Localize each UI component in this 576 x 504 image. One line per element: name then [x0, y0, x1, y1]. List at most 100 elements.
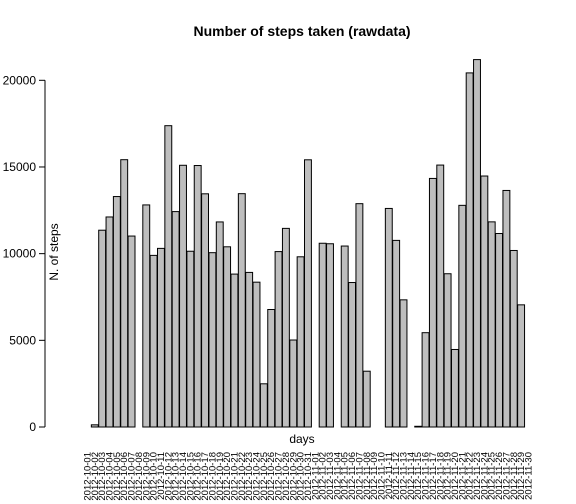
chart-title: Number of steps taken (rawdata): [193, 23, 410, 39]
bar-2012-11-27: [502, 189, 511, 428]
bar-2012-10-17: [201, 193, 210, 428]
x-tick-label: 2012-11-21: [457, 452, 468, 500]
x-tick-label: 2012-10-29: [288, 452, 299, 501]
bar-2012-10-31: [304, 159, 312, 428]
bar-2012-10-13: [171, 211, 180, 428]
x-tick-label: 2012-11-12: [391, 452, 402, 500]
x-axis: 2012-10-012012-10-022012-10-032012-10-04…: [82, 452, 534, 501]
x-tick-label: 2012-11-08: [362, 452, 373, 500]
x-tick-label: 2012-10-25: [259, 452, 270, 501]
x-tick-label: 2012-10-03: [97, 452, 108, 501]
y-axis-label: N. of steps: [47, 223, 61, 280]
bar-2012-10-02: [90, 424, 99, 428]
bar-2012-11-25: [487, 221, 496, 428]
bar-2012-10-25: [259, 383, 268, 428]
bar-2012-10-04: [105, 216, 114, 428]
x-tick-label: 2012-10-01: [82, 452, 93, 501]
bar-2012-11-22: [465, 72, 474, 428]
x-tick-label: 2012-11-23: [472, 452, 483, 500]
bar-2012-10-11: [157, 247, 165, 428]
bar-2012-11-11: [384, 207, 393, 428]
bar-2012-11-29: [517, 304, 526, 428]
x-tick-label: 2012-10-10: [149, 452, 160, 501]
x-tick-label: 2012-10-06: [119, 452, 130, 501]
x-tick-label: 2012-10-26: [266, 452, 277, 501]
bar-2012-11-12: [392, 239, 401, 428]
x-tick-label: 2012-10-22: [237, 452, 248, 501]
x-tick-label: 2012-10-28: [281, 452, 292, 501]
bar-2012-10-27: [274, 251, 283, 428]
bar-2012-10-21: [230, 273, 239, 428]
x-tick-label: 2012-11-27: [501, 452, 512, 500]
x-tick-label: 2012-10-13: [171, 452, 182, 501]
x-tick-label: 2012-11-09: [369, 452, 380, 500]
x-tick-label: 2012-11-04: [332, 452, 343, 500]
bar-2012-10-19: [215, 221, 224, 428]
bar-2012-10-30: [296, 256, 305, 428]
bar-2012-10-03: [98, 229, 107, 428]
y-tick-label: 10000: [3, 247, 37, 261]
bar-2012-11-08: [362, 370, 371, 428]
bar-2012-11-19: [443, 273, 452, 428]
y-tick-label: 15000: [3, 160, 37, 174]
x-tick-label: 2012-10-12: [163, 452, 174, 501]
x-tick-label: 2012-10-11: [156, 452, 167, 500]
x-tick-label: 2012-10-16: [193, 452, 204, 501]
bar-2012-11-23: [473, 59, 481, 428]
x-tick-label: 2012-11-25: [487, 452, 498, 500]
x-tick-label: 2012-10-18: [207, 452, 218, 501]
bar-2012-10-07: [127, 235, 136, 428]
x-tick-label: 2012-11-18: [435, 452, 446, 500]
bar-2012-11-15: [414, 425, 423, 428]
x-tick-label: 2012-11-24: [479, 452, 490, 500]
x-tick-label: 2012-11-02: [318, 452, 329, 500]
x-tick-label: 2012-10-17: [200, 452, 211, 501]
bar-2012-10-28: [281, 227, 290, 428]
x-tick-label: 2012-10-27: [274, 452, 285, 501]
bar-2012-10-16: [193, 165, 202, 428]
x-tick-label: 2012-11-07: [354, 452, 365, 500]
bar-2012-10-10: [149, 254, 158, 428]
bar-2012-10-26: [267, 309, 276, 428]
bar-2012-10-20: [223, 246, 232, 428]
bar-2012-10-24: [252, 281, 261, 428]
x-tick-label: 2012-11-15: [413, 452, 424, 500]
x-tick-label: 2012-10-30: [296, 452, 307, 501]
bar-2012-10-05: [112, 196, 121, 428]
bar-2012-11-06: [348, 282, 357, 428]
x-tick-label: 2012-10-21: [229, 452, 240, 501]
x-tick-label: 2012-11-19: [443, 452, 454, 500]
bar-2012-11-13: [399, 299, 408, 428]
x-tick-label: 2012-10-14: [178, 452, 189, 501]
x-tick-label: 2012-10-23: [244, 452, 255, 501]
y-axis: 0 5000 10000 15000 20000: [3, 73, 46, 434]
x-tick-label: 2012-11-22: [465, 452, 476, 500]
y-tick-label: 0: [29, 420, 36, 434]
x-tick-label: 2012-11-16: [421, 452, 432, 500]
y-tick-label: 5000: [9, 333, 36, 347]
bar-2012-10-14: [179, 164, 187, 428]
bar-2012-10-06: [120, 159, 129, 428]
x-tick-label: 2012-11-13: [399, 452, 410, 500]
x-tick-label: 2012-11-10: [376, 452, 387, 500]
x-tick-label: 2012-11-29: [516, 452, 527, 500]
bar-2012-11-05: [340, 245, 349, 428]
x-tick-label: 2012-11-26: [494, 452, 505, 500]
bar-2012-10-09: [142, 204, 151, 428]
bars: [90, 59, 526, 428]
bar-2012-10-15: [186, 250, 195, 428]
x-tick-label: 2012-10-05: [112, 452, 123, 501]
x-tick-label: 2012-10-02: [90, 452, 101, 501]
x-tick-label: 2012-10-15: [185, 452, 196, 501]
x-tick-label: 2012-10-24: [252, 452, 263, 501]
bar-2012-11-26: [495, 233, 504, 428]
bar-2012-11-24: [480, 175, 489, 428]
bar-2012-10-22: [237, 193, 246, 428]
x-tick-label: 2012-11-01: [310, 452, 321, 500]
bar-2012-10-23: [245, 271, 254, 428]
x-tick-label: 2012-10-07: [127, 452, 138, 501]
x-tick-label: 2012-11-11: [384, 452, 395, 499]
x-tick-label: 2012-10-04: [105, 452, 116, 501]
x-axis-label: days: [289, 432, 314, 446]
